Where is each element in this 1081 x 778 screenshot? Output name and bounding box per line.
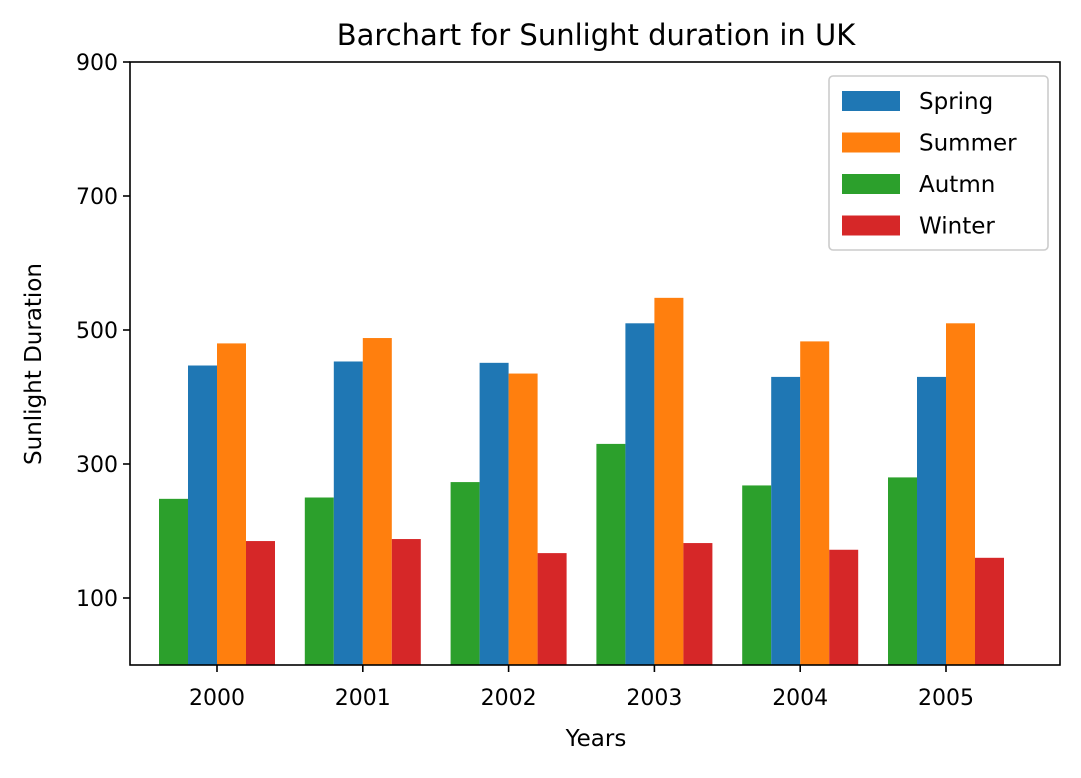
plot-frame xyxy=(129,61,1061,666)
y-tick-label: 500 xyxy=(76,319,118,344)
bar-summer-2001 xyxy=(362,338,392,665)
bar-spring-2000 xyxy=(188,365,217,665)
bar-winter-2004 xyxy=(829,549,859,665)
y-axis-ticks: 100 300 500 700 900 xyxy=(76,51,130,612)
bar-summer-2004 xyxy=(800,341,830,665)
legend-label-summer: Summer xyxy=(919,131,1017,157)
y-tick-label: 100 xyxy=(76,587,118,612)
bar-winter-2001 xyxy=(391,539,421,665)
legend-label-autmn: Autmn xyxy=(919,172,995,198)
x-tick-label: 2001 xyxy=(335,686,391,711)
legend-swatch-spring xyxy=(842,91,900,111)
x-tick-label: 2000 xyxy=(189,686,245,711)
bars-group xyxy=(159,297,1004,665)
bar-winter-2005 xyxy=(975,557,1004,665)
legend: Spring Summer Autmn Winter xyxy=(828,75,1049,251)
bar-autmn-2001 xyxy=(304,497,334,665)
legend-label-winter: Winter xyxy=(919,214,995,240)
x-tick-label: 2005 xyxy=(918,686,974,711)
y-tick-label: 700 xyxy=(76,185,118,210)
legend-frame xyxy=(828,75,1049,251)
x-axis-label: Years xyxy=(565,726,627,752)
bar-autmn-2005 xyxy=(888,477,917,665)
bar-summer-2005 xyxy=(946,323,975,665)
bar-autmn-2000 xyxy=(159,498,188,665)
bar-summer-2002 xyxy=(508,373,538,665)
bar-autmn-2003 xyxy=(596,443,626,665)
x-tick-label: 2004 xyxy=(772,686,828,711)
y-tick-label: 900 xyxy=(76,51,118,76)
bar-autmn-2004 xyxy=(742,485,772,665)
bar-spring-2001 xyxy=(333,361,363,665)
bar-winter-2003 xyxy=(683,543,713,665)
bar-winter-2002 xyxy=(537,553,567,665)
x-tick-label: 2003 xyxy=(626,686,682,711)
y-tick-label: 300 xyxy=(76,453,118,478)
bar-spring-2004 xyxy=(771,376,801,665)
x-axis-ticks: 2000 2001 2002 2003 2004 2005 xyxy=(189,665,974,711)
bar-spring-2002 xyxy=(479,362,509,665)
chart-title: Barchart for Sunlight duration in UK xyxy=(337,18,856,52)
bar-spring-2003 xyxy=(625,323,655,665)
bar-spring-2005 xyxy=(917,376,946,665)
bar-summer-2000 xyxy=(217,343,246,665)
x-tick-label: 2002 xyxy=(481,686,537,711)
y-axis-label: Sunlight Duration xyxy=(21,263,47,465)
legend-swatch-winter xyxy=(842,215,900,236)
bar-autmn-2002 xyxy=(450,482,480,665)
legend-label-spring: Spring xyxy=(919,89,993,115)
bar-winter-2000 xyxy=(246,541,275,665)
legend-swatch-summer xyxy=(842,132,900,153)
legend-swatch-autmn xyxy=(842,174,900,194)
bar-summer-2003 xyxy=(654,297,684,665)
